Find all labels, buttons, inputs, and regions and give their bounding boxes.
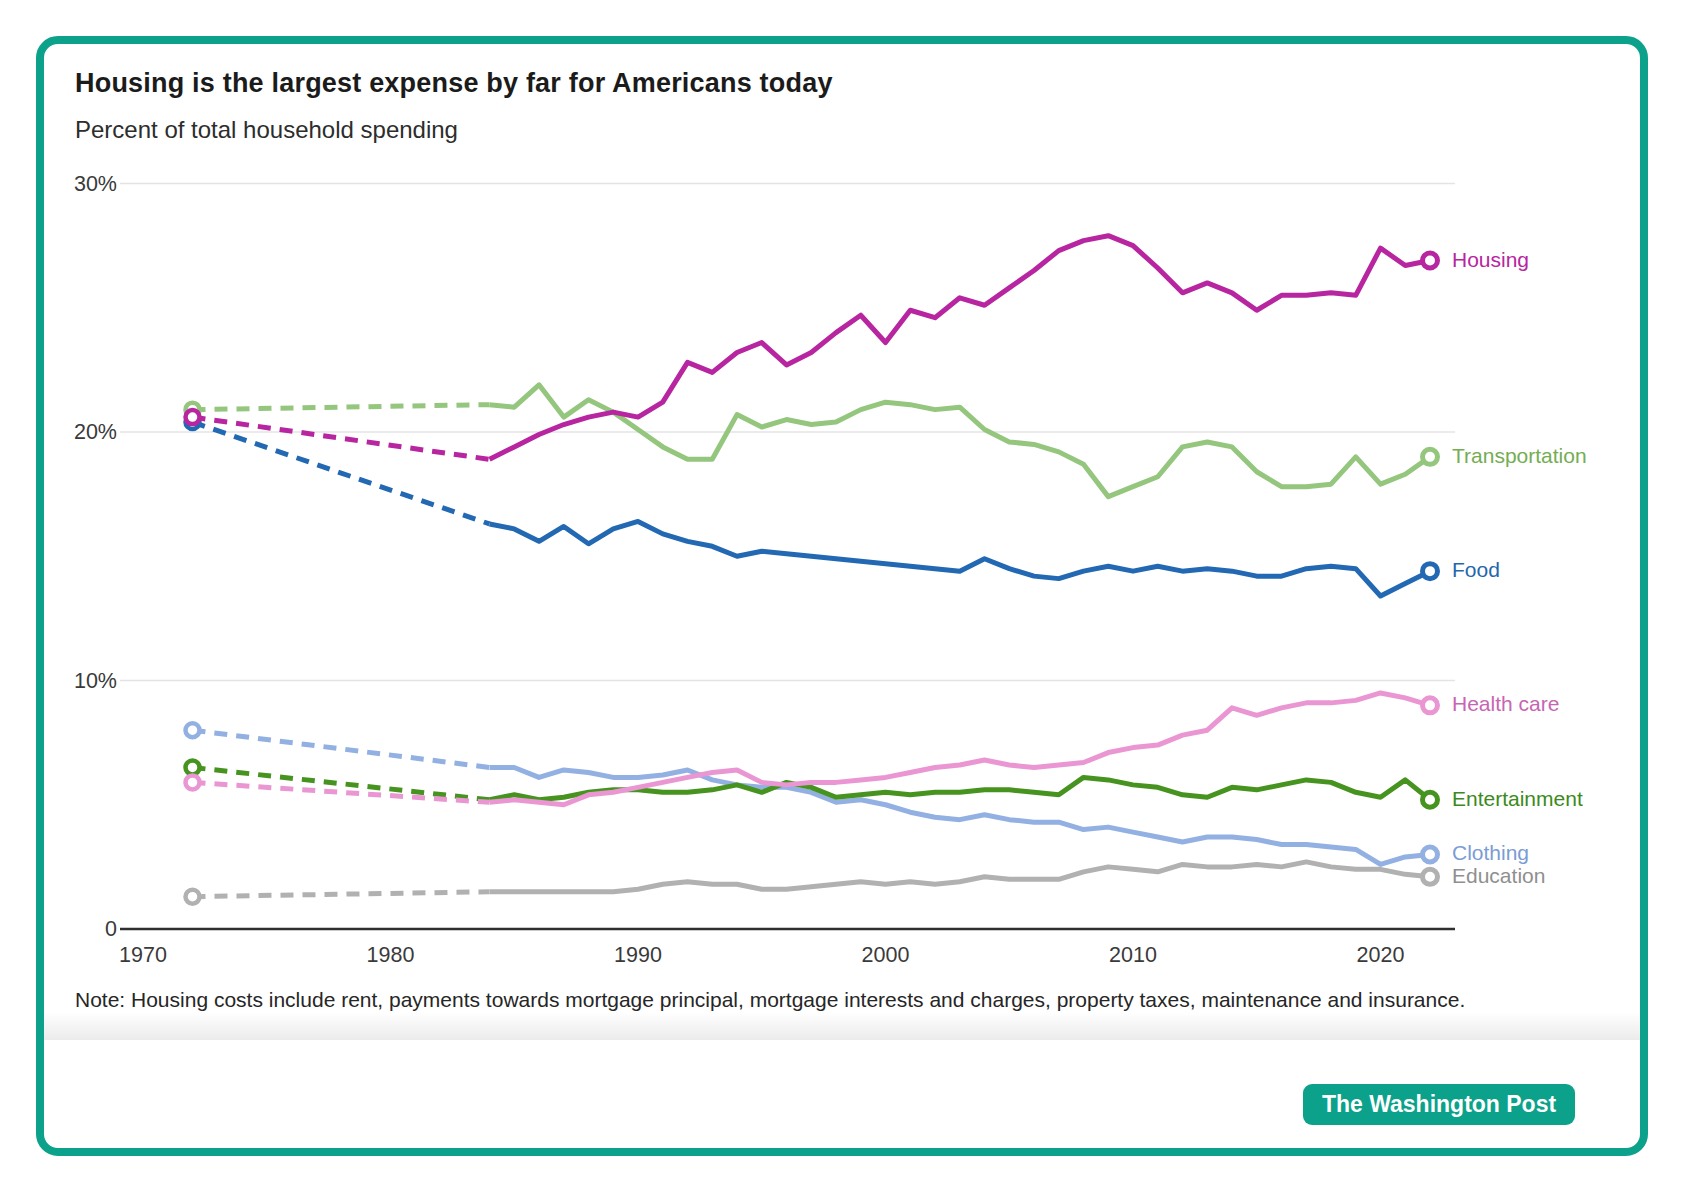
x-tick-label: 2020 <box>1357 943 1405 967</box>
end-dot-health-care <box>1423 698 1438 713</box>
line-solid-education <box>490 862 1431 892</box>
end-dot-transportation <box>1423 449 1438 464</box>
line-solid-health-care <box>490 693 1431 805</box>
washington-post-badge[interactable]: The Washington Post <box>1303 1084 1575 1125</box>
line-dashed-education <box>193 892 490 897</box>
series-label-transportation: Transportation <box>1452 444 1587 468</box>
y-tick-label: 0 <box>105 917 117 941</box>
line-dashed-transportation <box>193 405 490 410</box>
series-label-housing: Housing <box>1452 248 1529 272</box>
x-tick-label: 1990 <box>614 943 662 967</box>
end-dot-education <box>1423 869 1438 884</box>
y-tick-label: 10% <box>74 669 117 693</box>
line-solid-transportation <box>490 385 1431 497</box>
end-dot-food <box>1423 564 1438 579</box>
x-tick-label: 1980 <box>367 943 415 967</box>
y-tick-label: 30% <box>74 172 117 196</box>
end-dot-entertainment <box>1423 792 1438 807</box>
series-label-food: Food <box>1452 558 1500 582</box>
end-dot-housing <box>1423 253 1438 268</box>
chart-note: Note: Housing costs include rent, paymen… <box>75 988 1465 1012</box>
line-solid-food <box>490 521 1431 596</box>
x-tick-label: 2010 <box>1109 943 1157 967</box>
line-dashed-health-care <box>193 782 490 802</box>
y-tick-label: 20% <box>74 420 117 444</box>
page: Housing is the largest expense by far fo… <box>0 0 1684 1200</box>
series-label-entertainment: Entertainment <box>1452 787 1583 811</box>
line-dashed-food <box>193 422 490 524</box>
series-label-health-care: Health care <box>1452 692 1559 716</box>
start-dot-education <box>186 890 200 904</box>
start-dot-health-care <box>186 775 200 789</box>
x-tick-label: 2000 <box>862 943 910 967</box>
fade-divider <box>44 1012 1640 1040</box>
start-dot-clothing <box>186 723 200 737</box>
end-dot-clothing <box>1423 847 1438 862</box>
start-dot-entertainment <box>186 760 200 774</box>
start-dot-housing <box>186 410 200 424</box>
series-label-education: Education <box>1452 864 1545 888</box>
series-label-clothing: Clothing <box>1452 841 1529 865</box>
x-tick-label: 1970 <box>119 943 167 967</box>
line-dashed-clothing <box>193 730 490 767</box>
